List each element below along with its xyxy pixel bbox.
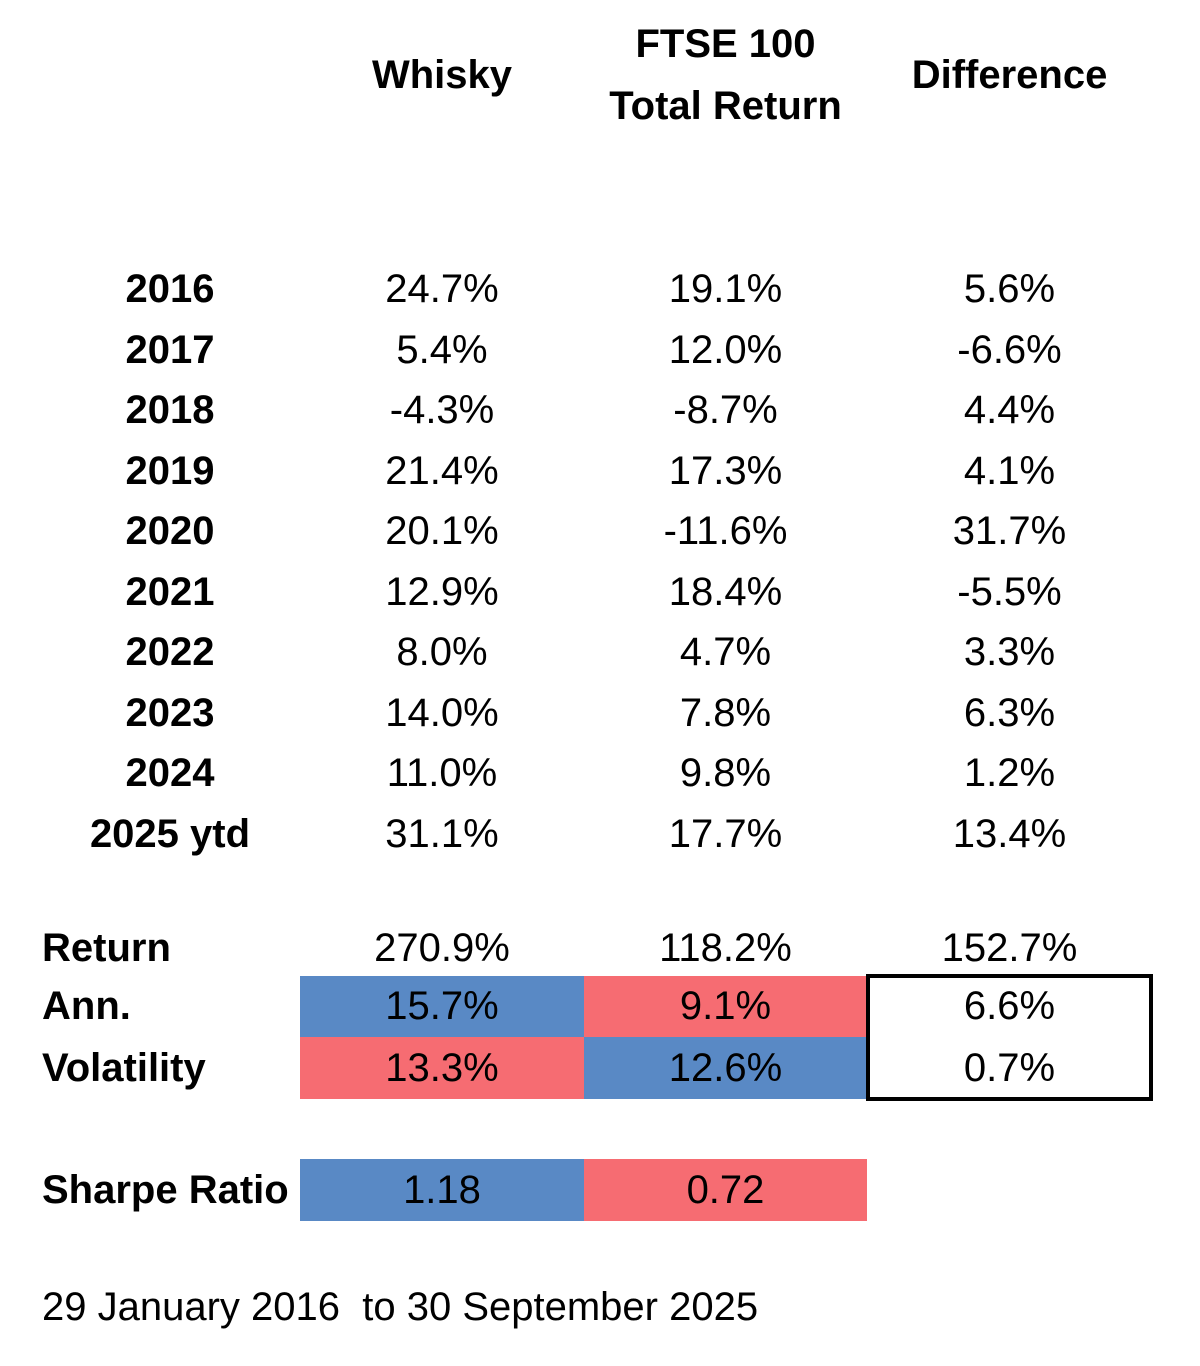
whisky-value: 11.0%	[386, 751, 498, 795]
header-empty-cell	[0, 0, 300, 150]
summary-label: Volatility	[42, 1046, 206, 1090]
ftse-volatility-cell: 12.6%	[584, 1037, 867, 1099]
whisky-value: 5.4%	[396, 327, 488, 372]
column-header-difference: Difference	[911, 53, 1108, 97]
ftse-sharpe-cell: 0.72	[584, 1159, 867, 1221]
table-row-2019: 2019 21.4% 17.3% 4.1%	[0, 441, 1200, 502]
ftse-total-return: 118.2%	[659, 926, 792, 970]
summary-label: Ann.	[42, 984, 131, 1028]
ftse-value: -8.7%	[673, 388, 778, 432]
year-label: 2018	[125, 388, 215, 432]
table-row-2024: 2024 11.0% 9.8% 1.2%	[0, 743, 1200, 804]
difference-annualised-cell: 6.6%	[963, 984, 1056, 1028]
whisky-value: 8.0%	[396, 630, 488, 674]
whisky-total-return: 270.9%	[374, 926, 510, 970]
whisky-value: 14.0%	[385, 690, 499, 735]
ftse-value: -11.6%	[663, 509, 788, 553]
difference-value: 4.1%	[963, 448, 1056, 493]
summary-label: Return	[42, 926, 171, 970]
whisky-value: 31.1%	[385, 811, 499, 856]
date-range-note: 29 January 2016 to 30 September 2025	[42, 1285, 759, 1329]
year-label: 2024	[125, 751, 215, 795]
difference-value: 3.3%	[963, 630, 1056, 674]
table-row-2016: 2016 24.7% 19.1% 5.6%	[0, 259, 1200, 320]
ftse-value: 7.8%	[679, 690, 772, 735]
year-label: 2023	[125, 690, 215, 735]
difference-value: 4.4%	[963, 388, 1056, 432]
table-row-2025-ytd: 2025 ytd 31.1% 17.7% 13.4%	[0, 804, 1200, 865]
year-label: 2019	[125, 448, 215, 493]
ftse-value: 18.4%	[668, 569, 783, 614]
summary-label: Sharpe Ratio	[42, 1168, 289, 1212]
difference-sharpe-cell	[867, 1159, 1152, 1221]
difference-value: -6.6%	[957, 327, 1062, 372]
ftse-value: 19.1%	[668, 267, 783, 311]
column-header-ftse: FTSE 100 Total Return	[584, 0, 867, 150]
summary-row-volatility: Volatility 13.3% 12.6% 0.7%	[0, 1037, 1200, 1099]
difference-value: 13.4%	[952, 811, 1067, 856]
whisky-volatility-cell: 13.3%	[300, 1037, 584, 1099]
ftse-value: 17.3%	[668, 448, 783, 493]
difference-value: 31.7%	[952, 509, 1067, 553]
whisky-value: -4.3%	[389, 388, 495, 432]
table-row-2018: 2018 -4.3% -8.7% 4.4%	[0, 380, 1200, 441]
whisky-value: 12.9%	[385, 569, 499, 614]
column-header-ftse-line1: FTSE 100	[635, 22, 816, 66]
whisky-value: 20.1%	[385, 509, 499, 553]
difference-volatility-cell: 0.7%	[963, 1046, 1056, 1090]
summary-row-sharpe-ratio: Sharpe Ratio 1.18 0.72	[0, 1159, 1200, 1221]
difference-value: 6.3%	[963, 690, 1056, 735]
difference-value: -5.5%	[957, 569, 1062, 614]
year-label: 2020	[125, 509, 215, 553]
year-label: 2016	[125, 267, 215, 311]
ftse-annualised-cell: 9.1%	[584, 976, 867, 1037]
table-header-row: Whisky FTSE 100 Total Return Difference	[0, 0, 1200, 150]
year-label: 2021	[125, 569, 215, 614]
ftse-value: 4.7%	[679, 630, 772, 674]
table-row-2023: 2023 14.0% 7.8% 6.3%	[0, 683, 1200, 744]
year-label: 2022	[125, 630, 215, 674]
whisky-sharpe-cell: 1.18	[300, 1159, 584, 1221]
summary-row-return: Return 270.9% 118.2% 152.7%	[0, 918, 1200, 978]
difference-value: 1.2%	[963, 751, 1056, 795]
table-row-2021: 2021 12.9% 18.4% -5.5%	[0, 562, 1200, 623]
column-header-ftse-line2: Total Return	[609, 84, 842, 128]
yearly-returns-section: 2016 24.7% 19.1% 5.6% 2017 5.4% 12.0% -6…	[0, 259, 1200, 864]
difference-value: 5.6%	[963, 267, 1056, 311]
whisky-value: 21.4%	[385, 448, 499, 493]
table-row-2022: 2022 8.0% 4.7% 3.3%	[0, 622, 1200, 683]
whisky-value: 24.7%	[385, 267, 499, 311]
ftse-value: 9.8%	[679, 751, 772, 795]
table-row-2017: 2017 5.4% 12.0% -6.6%	[0, 320, 1200, 381]
year-label: 2017	[125, 327, 215, 372]
difference-total-return: 152.7%	[941, 926, 1078, 970]
ftse-value: 17.7%	[668, 811, 783, 856]
column-header-whisky: Whisky	[371, 53, 513, 97]
table-row-2020: 2020 20.1% -11.6% 31.7%	[0, 501, 1200, 562]
whisky-annualised-cell: 15.7%	[300, 976, 584, 1037]
summary-row-annualised: Ann. 15.7% 9.1% 6.6%	[0, 976, 1200, 1037]
year-label: 2025 ytd	[89, 811, 251, 856]
ftse-value: 12.0%	[668, 327, 783, 372]
